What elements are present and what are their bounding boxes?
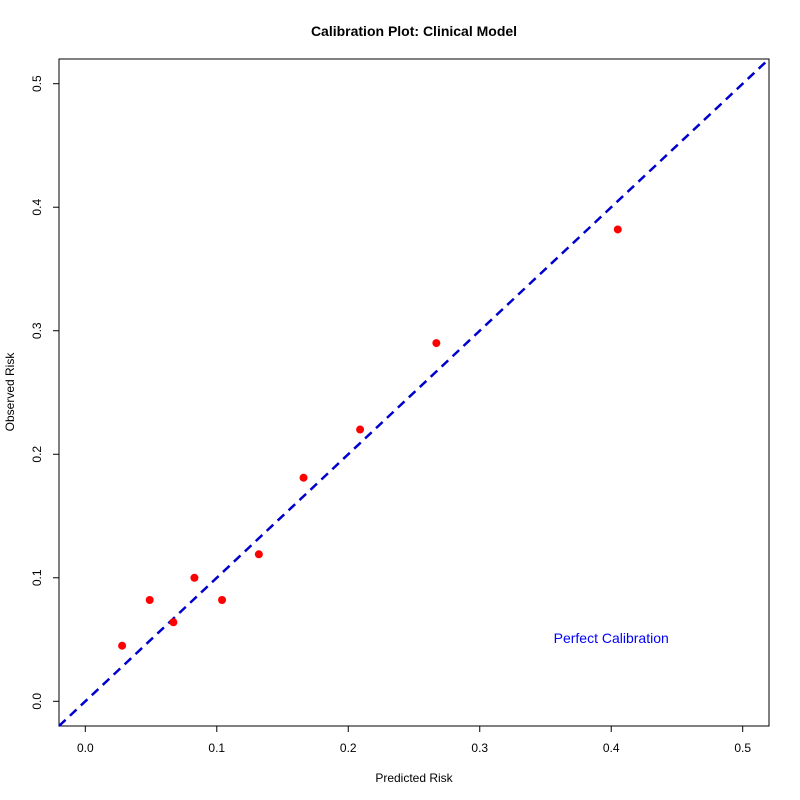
calibration-point	[118, 641, 127, 650]
x-axis: 0.0 0.1 0.2 0.3 0.4 0.5	[77, 726, 751, 755]
chart-title: Calibration Plot: Clinical Model	[311, 23, 517, 39]
x-tick-label: 0.2	[340, 741, 357, 755]
y-tick-label: 0.3	[30, 322, 44, 339]
y-axis: 0.0 0.1 0.2 0.3 0.4 0.5	[30, 75, 59, 710]
y-axis-label: Observed Risk	[3, 352, 17, 432]
x-tick-label: 0.1	[208, 741, 225, 755]
calibration-point	[218, 596, 227, 605]
y-tick-label: 0.4	[30, 199, 44, 216]
x-tick-label: 0.0	[77, 741, 94, 755]
calibration-point	[254, 550, 263, 559]
y-tick-label: 0.2	[30, 446, 44, 463]
perfect-calibration-line	[58, 58, 770, 727]
calibration-point	[432, 339, 441, 348]
x-tick-label: 0.3	[471, 741, 488, 755]
y-tick-label: 0.5	[30, 75, 44, 92]
calibration-point	[190, 573, 199, 582]
calibration-point	[145, 596, 154, 605]
calibration-point	[356, 425, 365, 434]
calibration-point	[613, 225, 622, 234]
perfect-calibration-annotation: Perfect Calibration	[554, 630, 669, 646]
y-tick-label: 0.0	[30, 693, 44, 710]
calibration-point	[169, 618, 178, 627]
x-tick-label: 0.4	[603, 741, 620, 755]
points-layer	[118, 225, 622, 650]
x-axis-label: Predicted Risk	[375, 771, 453, 785]
reference-line-layer	[58, 58, 770, 727]
calibration-point	[299, 473, 308, 482]
x-tick-label: 0.5	[734, 741, 751, 755]
y-tick-label: 0.1	[30, 569, 44, 586]
plot-area-frame	[58, 58, 770, 727]
